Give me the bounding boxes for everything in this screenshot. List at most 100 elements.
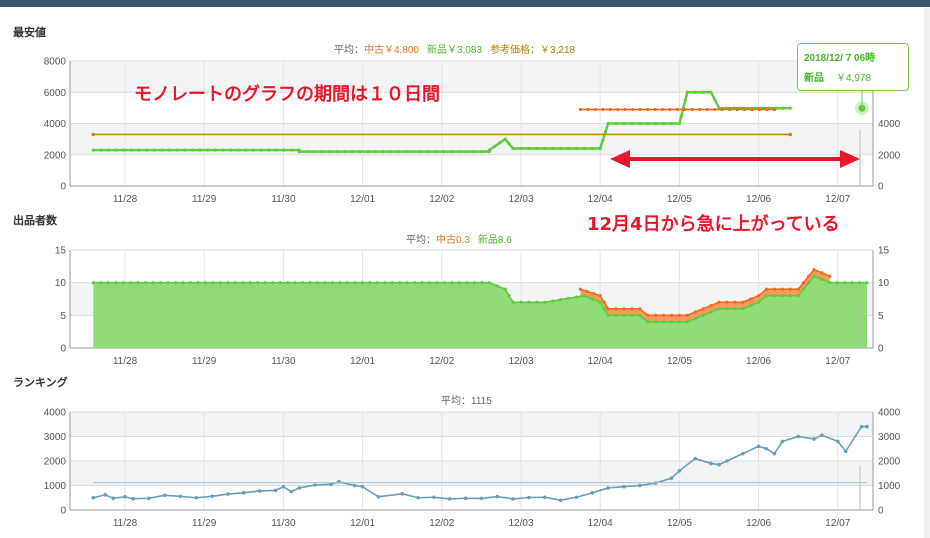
data-point: [345, 281, 349, 285]
data-point: [661, 313, 666, 317]
data-point: [601, 138, 605, 142]
data-point: [507, 294, 511, 298]
data-point: [585, 289, 589, 293]
data-point: [368, 281, 372, 285]
data-point: [669, 313, 674, 317]
data-point: [679, 114, 683, 118]
data-point: [623, 107, 627, 112]
y-right-tick-label: 3000: [878, 432, 901, 443]
data-point: [772, 287, 777, 291]
y-right-tick-label: 15: [878, 246, 890, 257]
data-point: [709, 303, 713, 308]
data-point: [91, 495, 96, 500]
y-right-tick-label: 0: [878, 344, 884, 355]
data-point: [742, 107, 747, 112]
y-tick-label: 15: [55, 246, 67, 257]
data-point: [390, 281, 394, 285]
data-point: [801, 287, 806, 291]
data-point: [614, 121, 618, 126]
data-point: [574, 146, 579, 151]
y-right-tick-label: 10: [878, 278, 890, 289]
data-point: [472, 281, 476, 285]
y-tick-label: 5: [60, 311, 66, 322]
data-point: [646, 121, 650, 126]
data-point: [442, 281, 447, 285]
x-tick-label: 12/05: [667, 518, 692, 529]
data-point: [211, 281, 215, 285]
data-point: [290, 148, 294, 152]
ranking-section-title: ランキング: [13, 377, 68, 389]
data-point: [160, 148, 164, 152]
data-point: [121, 281, 125, 285]
data-point: [315, 281, 320, 285]
data-point: [271, 281, 275, 285]
data-point: [780, 287, 784, 291]
price-tooltip: 2018/12/ 7 06時 新品 ￥4,978: [797, 43, 909, 91]
data-point: [551, 146, 555, 151]
data-point: [578, 287, 583, 291]
page-scrollbar[interactable]: [924, 8, 930, 538]
data-point: [507, 142, 511, 146]
data-point: [114, 281, 118, 285]
data-point: [152, 148, 156, 152]
data-point: [405, 281, 409, 285]
data-point: [131, 496, 135, 501]
data-point: [465, 281, 469, 285]
data-point: [151, 281, 155, 285]
data-point: [559, 298, 563, 302]
data-point: [129, 281, 133, 285]
data-point: [608, 107, 612, 112]
data-point: [213, 148, 217, 152]
data-point: [308, 281, 312, 285]
x-tick-label: 12/01: [350, 194, 375, 205]
data-point: [313, 483, 317, 487]
data-point: [464, 150, 469, 154]
data-point: [551, 299, 555, 303]
data-point: [493, 144, 497, 149]
data-point: [366, 150, 370, 154]
x-tick-label: 12/03: [508, 356, 533, 367]
data-point: [606, 486, 610, 490]
data-point: [836, 439, 840, 444]
price-average-reference: 参考価格：￥3,218: [490, 45, 576, 56]
x-tick-label: 12/01: [350, 518, 375, 529]
data-point: [630, 313, 634, 317]
data-point: [590, 146, 594, 151]
data-point: [693, 310, 697, 314]
data-point: [480, 281, 484, 285]
data-point: [661, 121, 666, 126]
data-point: [91, 281, 95, 285]
data-point: [487, 281, 491, 285]
data-point: [593, 107, 597, 112]
x-tick-label: 11/28: [113, 356, 138, 367]
data-point: [772, 294, 777, 298]
data-point: [654, 313, 658, 317]
y-right-tick-label: 0: [878, 182, 884, 193]
data-point: [850, 281, 854, 285]
data-point: [669, 476, 674, 480]
data-point: [419, 150, 423, 154]
data-point: [796, 294, 800, 298]
data-point: [685, 320, 689, 324]
data-point: [598, 146, 602, 151]
data-point: [196, 281, 200, 285]
x-tick-label: 11/28: [113, 194, 138, 205]
data-point: [251, 148, 256, 152]
data-point: [638, 313, 642, 317]
data-point: [725, 307, 729, 311]
data-point: [114, 148, 118, 152]
data-point: [360, 484, 365, 489]
series-area-new: [93, 276, 867, 348]
data-point: [404, 150, 408, 154]
data-point: [91, 132, 96, 137]
data-point: [675, 107, 680, 112]
data-point: [146, 496, 151, 501]
data-point: [111, 496, 115, 501]
x-tick-label: 11/28: [113, 518, 138, 529]
rise-annotation: 12月4日から急に上がっている: [587, 214, 840, 235]
data-point: [582, 294, 586, 298]
data-point: [241, 281, 245, 285]
data-point: [693, 317, 697, 321]
data-point: [713, 107, 717, 112]
data-point: [450, 281, 454, 285]
